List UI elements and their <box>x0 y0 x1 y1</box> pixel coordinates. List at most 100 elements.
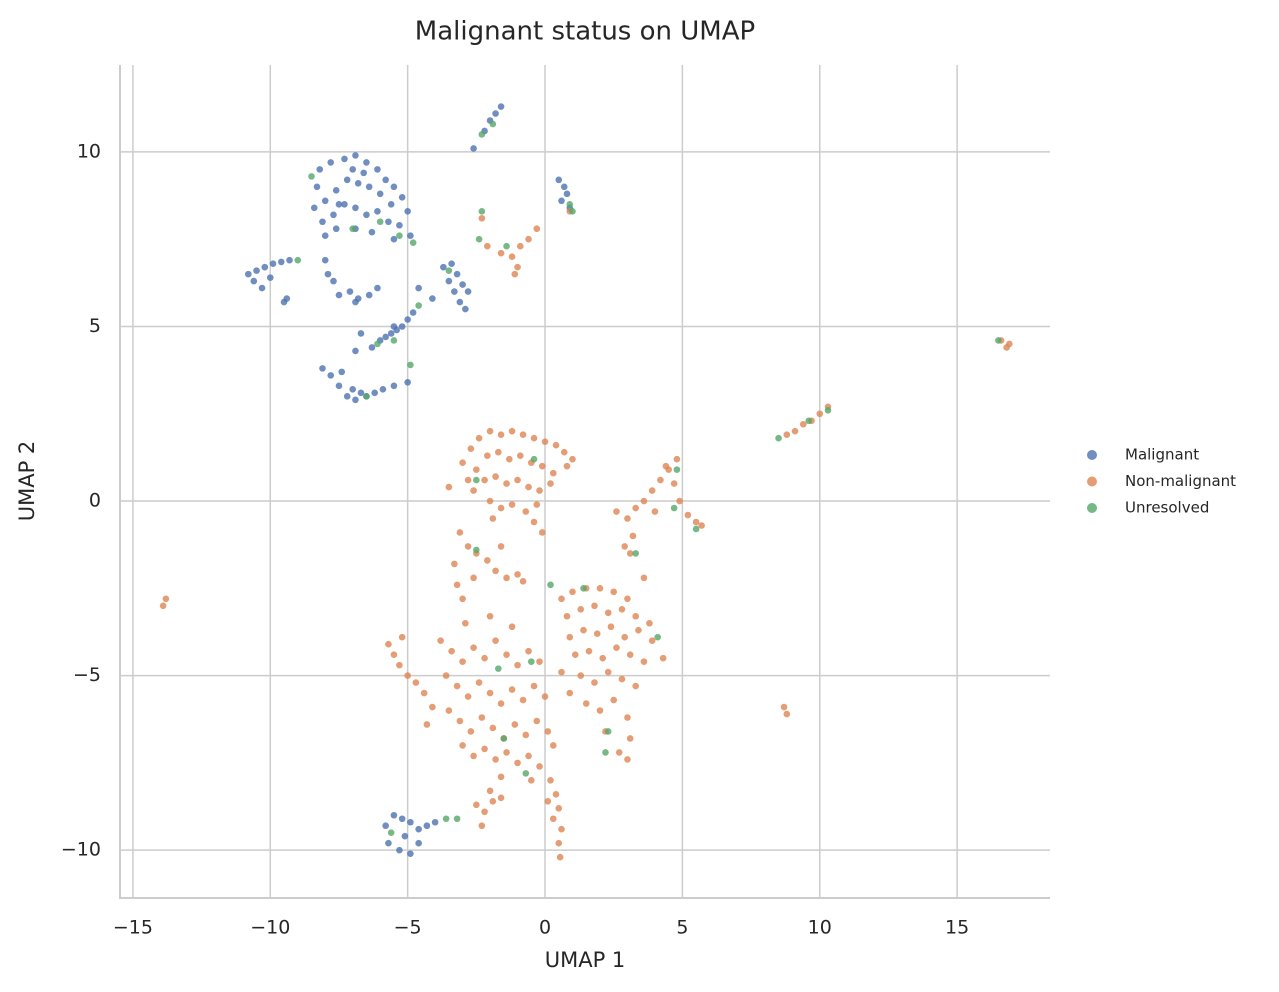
point <box>604 668 612 676</box>
point <box>646 619 653 627</box>
point <box>445 267 453 274</box>
point <box>654 633 661 641</box>
point <box>692 518 700 526</box>
point <box>503 749 510 756</box>
point <box>475 434 483 442</box>
point <box>613 508 620 515</box>
point <box>621 633 629 641</box>
point <box>484 557 491 564</box>
grid: −15 −10 −5 0 5 10 15 −10 −5 0 5 10 <box>61 65 1050 939</box>
point <box>560 448 568 456</box>
point <box>508 427 516 435</box>
point <box>549 469 557 477</box>
point <box>445 707 453 714</box>
point <box>407 818 414 826</box>
point <box>343 176 351 184</box>
point <box>604 728 612 735</box>
point <box>640 658 648 665</box>
point <box>456 298 464 306</box>
point <box>506 455 513 463</box>
point <box>555 804 563 812</box>
point <box>473 801 480 809</box>
point <box>308 173 315 180</box>
point <box>352 204 359 212</box>
point <box>640 574 648 582</box>
point <box>470 487 477 494</box>
point <box>596 585 604 592</box>
point <box>423 822 431 830</box>
point <box>558 668 565 676</box>
point <box>511 270 519 278</box>
point <box>492 756 499 763</box>
point <box>352 396 359 404</box>
point <box>401 832 409 840</box>
point <box>552 441 560 449</box>
point <box>462 305 469 313</box>
point <box>558 825 565 833</box>
point <box>277 258 285 266</box>
legend-marker <box>1087 450 1097 460</box>
point <box>354 180 362 187</box>
point <box>497 249 505 257</box>
point <box>475 679 483 686</box>
point <box>484 452 491 459</box>
x-tick-label: 5 <box>676 917 688 939</box>
point <box>648 487 656 494</box>
point <box>445 483 453 491</box>
point <box>467 728 475 735</box>
point <box>456 717 464 725</box>
point <box>382 822 389 830</box>
point <box>640 497 648 505</box>
point <box>516 452 524 459</box>
point <box>253 267 260 274</box>
point <box>566 200 574 208</box>
point <box>525 483 532 491</box>
point <box>519 696 527 704</box>
point <box>283 295 291 302</box>
point <box>382 176 389 184</box>
point <box>261 263 269 271</box>
point <box>602 749 609 756</box>
point <box>495 448 502 456</box>
point <box>363 159 370 166</box>
point <box>464 693 472 700</box>
point <box>349 166 357 173</box>
point <box>632 504 639 512</box>
point <box>390 183 398 191</box>
point <box>349 386 357 393</box>
point <box>398 323 406 330</box>
point <box>489 724 497 732</box>
point <box>484 242 491 250</box>
point <box>615 749 623 756</box>
point <box>530 682 538 690</box>
x-tick-label: −10 <box>250 917 290 939</box>
point <box>522 770 530 777</box>
point <box>591 679 598 686</box>
point <box>511 721 519 728</box>
legend-label: Malignant <box>1125 446 1199 464</box>
point <box>527 658 535 665</box>
point <box>396 221 403 229</box>
point <box>467 445 475 452</box>
point <box>475 235 483 243</box>
point <box>451 560 458 568</box>
point <box>536 487 543 494</box>
point <box>780 703 788 711</box>
point <box>503 574 510 582</box>
point <box>508 686 516 693</box>
point <box>692 525 700 533</box>
point <box>486 497 494 505</box>
point <box>453 581 461 589</box>
point <box>525 752 532 760</box>
point <box>464 476 472 484</box>
point <box>530 434 538 442</box>
chart-title: Malignant status on UMAP <box>415 17 755 47</box>
point <box>508 253 516 260</box>
point <box>437 637 444 644</box>
point <box>783 431 791 439</box>
point <box>327 372 335 379</box>
point <box>390 651 398 658</box>
point <box>632 682 639 690</box>
point <box>478 207 486 215</box>
point <box>514 263 521 271</box>
